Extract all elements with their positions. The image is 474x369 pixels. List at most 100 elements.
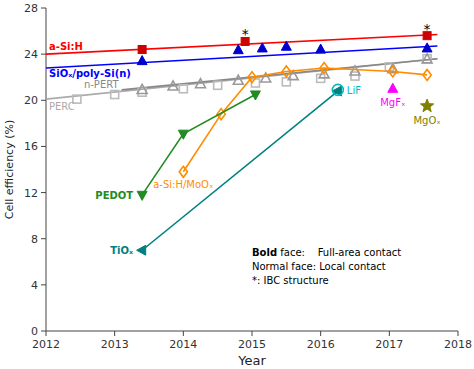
annotation-text: Bold — [252, 247, 277, 258]
ibc-mark: * — [424, 21, 431, 37]
point — [250, 91, 260, 100]
y-tick — [41, 331, 46, 332]
y-tick — [41, 8, 46, 9]
chart: 2012201320142015201620172018048121620242… — [0, 0, 474, 369]
series — [332, 84, 343, 95]
series — [122, 59, 438, 90]
y-tick-label: 24 — [24, 48, 38, 61]
x-axis-title: Year — [237, 353, 266, 368]
axes: 2012201320142015201620172018048121620242… — [24, 2, 472, 351]
point — [233, 75, 243, 84]
line — [122, 59, 438, 90]
series-label: TiOₓ — [110, 245, 134, 256]
series — [420, 99, 433, 112]
point — [196, 79, 206, 88]
point — [281, 41, 291, 50]
y-tick — [41, 100, 46, 101]
ibc-mark: * — [242, 26, 249, 42]
point — [137, 84, 147, 93]
point — [316, 44, 326, 53]
series-label: MgOₓ — [413, 115, 440, 126]
line — [142, 91, 338, 250]
y-axis-line — [46, 8, 47, 331]
series — [137, 41, 432, 64]
x-tick — [389, 331, 390, 336]
series-label: PERC — [49, 101, 75, 112]
y-axis-title: Cell efficiency (%) — [3, 120, 16, 219]
point — [178, 130, 188, 139]
y-tick-label: 28 — [24, 2, 38, 15]
series — [137, 91, 260, 200]
y-tick-label: 0 — [31, 325, 38, 338]
point — [233, 45, 243, 54]
y-tick — [41, 192, 46, 193]
marks — [46, 32, 437, 256]
line — [142, 95, 255, 195]
x-tick-label: 2018 — [444, 338, 472, 351]
annotation-line: *: IBC structure — [252, 275, 329, 286]
labels: * * a-Si:H SiOₓ/poly-Si(n) PERC n-PERT a-Si:H/… — [49, 21, 441, 257]
series — [138, 32, 431, 54]
point — [351, 72, 359, 80]
annotation-text: Normal face: Local contact — [252, 261, 386, 272]
x-tick-label: 2016 — [307, 338, 335, 351]
point — [423, 55, 431, 63]
series-label: a-Si:H — [49, 41, 83, 52]
series — [137, 54, 432, 94]
point — [422, 43, 432, 52]
point — [111, 91, 119, 99]
point — [420, 99, 433, 112]
series-label: MgFₓ — [380, 97, 405, 108]
line — [183, 68, 427, 172]
y-tick-label: 12 — [24, 187, 38, 200]
series-label: PEDOT — [95, 190, 133, 201]
point — [168, 81, 178, 90]
series — [46, 59, 437, 99]
annotation-line: Normal face: Local contact — [252, 261, 386, 272]
x-tick-label: 2017 — [375, 338, 403, 351]
point — [423, 69, 431, 80]
point — [138, 46, 146, 54]
point — [422, 54, 432, 63]
point — [389, 66, 397, 77]
x-tick-label: 2012 — [32, 338, 60, 351]
point — [332, 84, 343, 95]
series — [388, 83, 398, 92]
point — [214, 81, 222, 89]
x-tick — [458, 331, 459, 336]
point — [257, 43, 267, 52]
y-tick — [41, 54, 46, 55]
point — [179, 85, 187, 93]
annotation-line: Bold face: Full-area contact — [252, 247, 401, 258]
series — [179, 62, 431, 177]
point — [137, 191, 147, 200]
series-label: n-PERT — [84, 79, 120, 90]
x-tick-label: 2014 — [169, 338, 197, 351]
x-tick-label: 2015 — [238, 338, 266, 351]
point — [137, 245, 146, 255]
x-tick — [114, 331, 115, 336]
line — [46, 59, 437, 99]
annotation-text: face: Full-area contact — [277, 247, 401, 258]
y-tick-label: 4 — [31, 279, 38, 292]
x-tick — [183, 331, 184, 336]
point — [248, 72, 256, 83]
series-label: SiOₓ/poly-Si(n) — [49, 68, 131, 79]
x-tick — [320, 331, 321, 336]
annotation-text: *: IBC structure — [252, 275, 329, 286]
point — [137, 56, 147, 65]
point — [388, 83, 398, 92]
y-tick — [41, 284, 46, 285]
series-label: LiF — [347, 85, 361, 96]
y-tick-label: 8 — [31, 233, 38, 246]
x-tick — [46, 331, 47, 336]
series — [137, 86, 342, 255]
point — [179, 166, 187, 177]
y-tick-label: 16 — [24, 140, 38, 153]
series-label: a-Si:H/MoOₓ — [153, 179, 213, 190]
point — [320, 62, 328, 73]
x-tick — [252, 331, 253, 336]
y-tick — [41, 238, 46, 239]
y-tick-label: 20 — [24, 94, 38, 107]
point — [282, 66, 290, 77]
